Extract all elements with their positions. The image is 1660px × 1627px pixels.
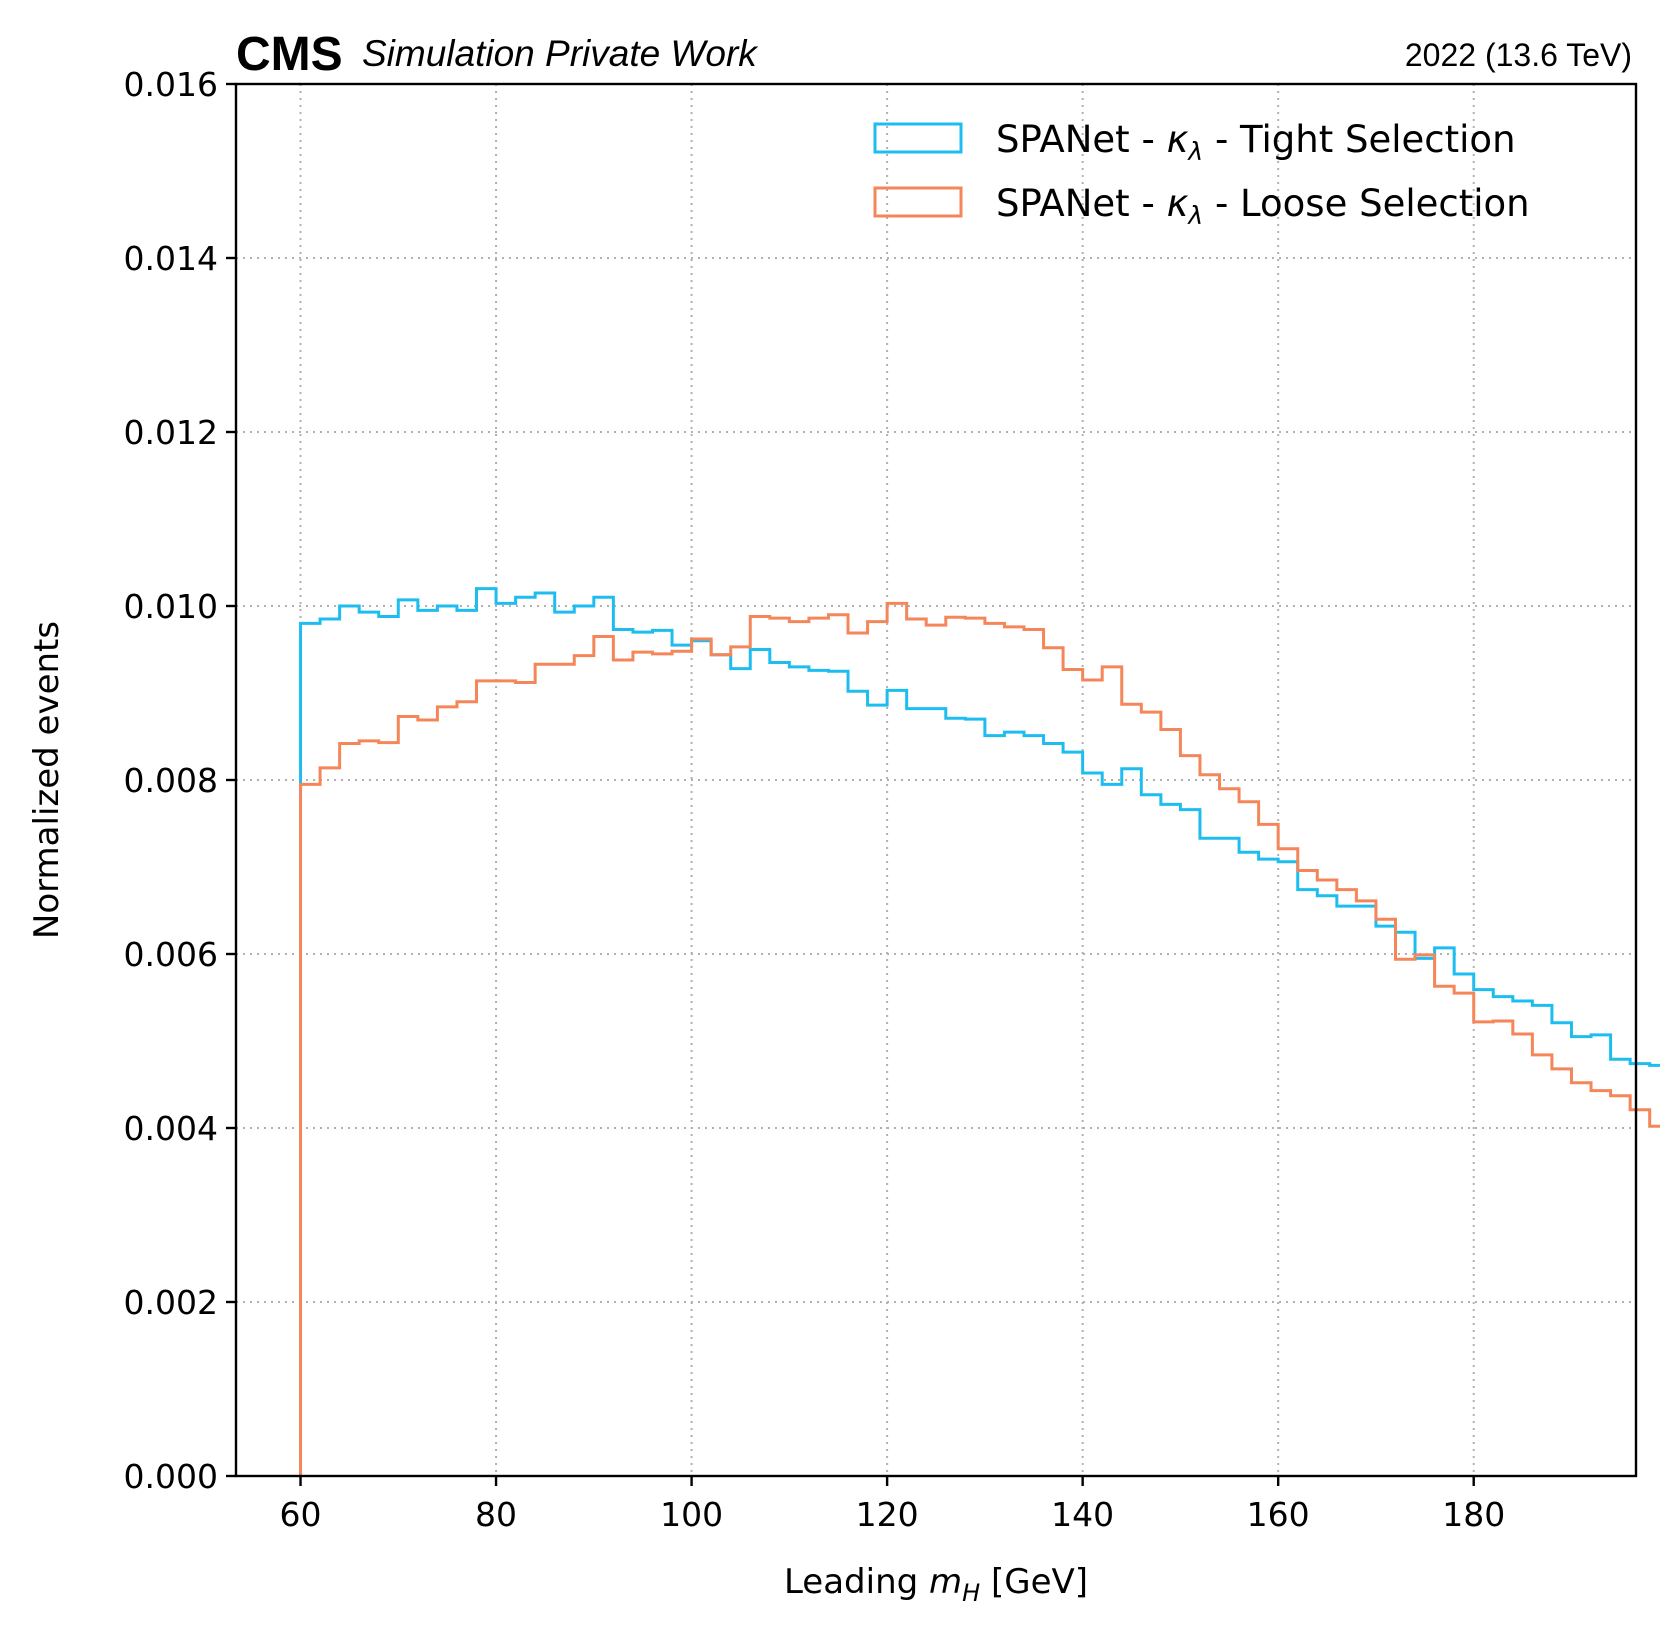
y-tick-label: 0.000 xyxy=(124,1457,218,1496)
x-axis-title-prefix: Leading xyxy=(784,1562,929,1602)
legend-loose-suffix: - Loose Selection xyxy=(1203,182,1529,225)
y-tick-label: 0.002 xyxy=(124,1283,218,1322)
legend-tight-suffix: - Tight Selection xyxy=(1203,118,1515,161)
legend-tight-symbol: κ xyxy=(1167,118,1189,161)
x-tick-label: 100 xyxy=(660,1495,723,1534)
histogram-loose xyxy=(299,601,1660,1476)
grid-lines xyxy=(236,84,1636,1476)
cms-label: CMS xyxy=(236,28,343,81)
y-tick-label: 0.006 xyxy=(124,935,218,974)
x-tick-label: 120 xyxy=(856,1495,919,1534)
legend-swatch-tight xyxy=(873,122,963,154)
y-tick-label: 0.008 xyxy=(124,761,218,800)
legend-swatch-loose xyxy=(873,186,963,218)
x-tick-label: 180 xyxy=(1442,1495,1505,1534)
y-tick-label: 0.010 xyxy=(124,587,218,626)
x-axis-title-suffix: [GeV] xyxy=(980,1562,1088,1602)
lumi-energy-label: 2022 (13.6 TeV) xyxy=(1405,37,1632,73)
y-tick-label: 0.014 xyxy=(124,239,218,278)
y-tick-label: 0.012 xyxy=(124,413,218,452)
x-axis-title-var: m xyxy=(929,1562,962,1602)
histogram-series xyxy=(299,587,1660,1476)
legend: SPANet - κλ - Tight Selection SPANet - κ… xyxy=(873,118,1530,230)
x-tick-label: 140 xyxy=(1051,1495,1114,1534)
legend-label-tight: SPANet - κλ - Tight Selection xyxy=(996,118,1516,166)
x-tick-label: 60 xyxy=(280,1495,322,1534)
legend-loose-prefix: SPANet - xyxy=(996,182,1167,225)
x-tick-label: 80 xyxy=(475,1495,517,1534)
axis-ticks: 60 80 100 120 140 160 180 0.000 0.002 0.004 0.006 0… xyxy=(124,65,1506,1534)
y-tick-label: 0.004 xyxy=(124,1109,218,1148)
simulation-private-work-label: Simulation Private Work xyxy=(362,33,759,74)
legend-tight-sub: λ xyxy=(1186,137,1203,166)
legend-loose-sub: λ xyxy=(1186,201,1203,230)
y-tick-label: 0.016 xyxy=(124,65,218,104)
y-axis-title: Normalized events xyxy=(27,621,67,939)
x-axis-title-sub: H xyxy=(962,1579,980,1607)
legend-tight-prefix: SPANet - xyxy=(996,118,1167,161)
x-axis-title: Leading mH [GeV] xyxy=(784,1562,1088,1607)
x-tick-label: 160 xyxy=(1247,1495,1310,1534)
histogram-tight xyxy=(299,587,1660,1476)
legend-loose-symbol: κ xyxy=(1167,182,1189,225)
legend-label-loose: SPANet - κλ - Loose Selection xyxy=(996,182,1530,230)
